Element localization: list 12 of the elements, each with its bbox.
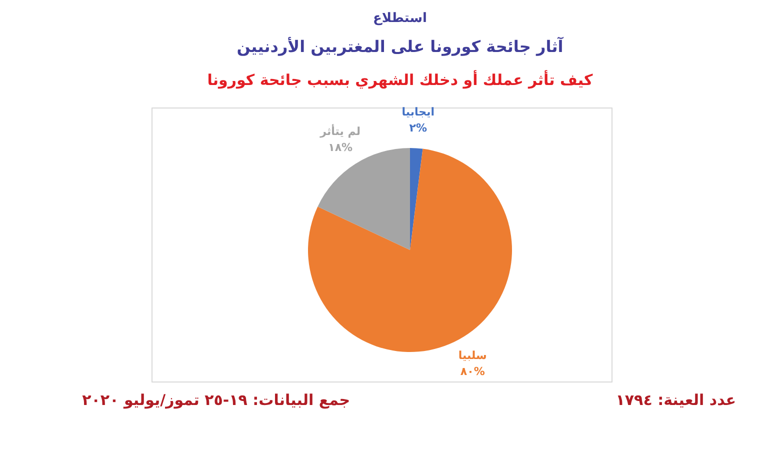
slice-label: ايجابيا [402, 105, 435, 118]
slice-label: لم يتأثر [319, 124, 360, 138]
slice-label: سلبيا [458, 348, 487, 362]
chart-title: آثار جائحة كورونا على المغتربين الأردنيين [236, 36, 564, 56]
pie-slice [410, 148, 423, 250]
data-label: ١٨% [328, 141, 353, 154]
text: استطلاع [373, 11, 427, 26]
data-label: ٢% [409, 121, 428, 134]
data-label: ٨٠% [460, 364, 485, 378]
chart-subtitle: كيف تأثر عملك أو دخلك الشهري بسبب جائحة كورونا [207, 70, 593, 89]
text: عدد العينة: ١٧٩٤ [616, 391, 736, 409]
text: جمع البيانات: ١٩-٢٥ تموز/يوليو ٢٠٢٠ [82, 391, 350, 409]
